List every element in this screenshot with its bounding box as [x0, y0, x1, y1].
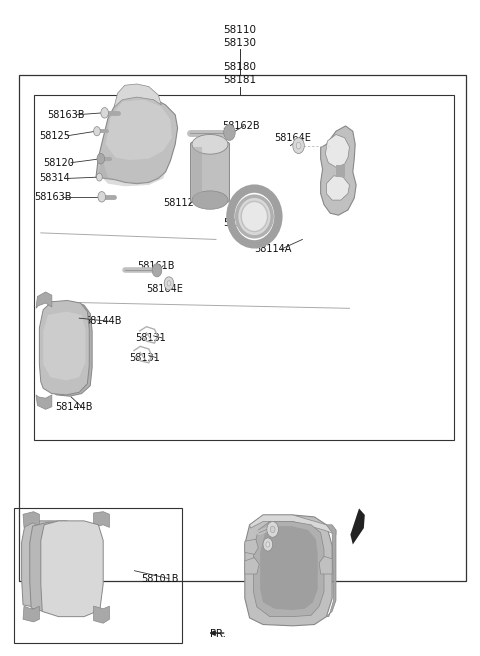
Polygon shape	[36, 292, 52, 308]
Polygon shape	[326, 525, 336, 617]
Text: 58144B: 58144B	[55, 401, 93, 412]
Text: 58314: 58314	[39, 173, 70, 184]
Polygon shape	[23, 512, 39, 527]
Polygon shape	[114, 84, 161, 106]
Polygon shape	[98, 159, 166, 186]
Text: 58144B: 58144B	[84, 316, 121, 327]
Text: 58110: 58110	[224, 24, 256, 35]
Polygon shape	[39, 300, 89, 395]
Circle shape	[97, 154, 105, 164]
Bar	[34, 95, 454, 440]
Polygon shape	[326, 176, 349, 200]
Polygon shape	[319, 556, 332, 574]
Text: 58120: 58120	[43, 157, 74, 168]
Circle shape	[98, 192, 106, 202]
Circle shape	[293, 138, 304, 154]
Circle shape	[152, 264, 162, 277]
Polygon shape	[250, 515, 336, 535]
FancyBboxPatch shape	[192, 147, 202, 197]
Text: 58131: 58131	[130, 352, 160, 363]
Text: 58101B: 58101B	[142, 573, 179, 584]
Polygon shape	[22, 521, 86, 608]
Text: 58130: 58130	[224, 37, 256, 48]
Text: 58125: 58125	[39, 131, 71, 141]
Polygon shape	[106, 100, 172, 160]
Polygon shape	[94, 606, 109, 623]
Polygon shape	[245, 539, 258, 554]
Circle shape	[266, 542, 270, 547]
Ellipse shape	[192, 191, 228, 209]
Bar	[19, 75, 466, 581]
Text: 58114A: 58114A	[254, 244, 292, 255]
Polygon shape	[260, 526, 318, 610]
Text: 58164E: 58164E	[146, 283, 183, 294]
Circle shape	[270, 526, 275, 533]
Polygon shape	[30, 522, 95, 613]
Ellipse shape	[237, 196, 272, 237]
Text: 58164E: 58164E	[275, 133, 312, 143]
Text: 58161B: 58161B	[137, 260, 174, 271]
Circle shape	[94, 127, 100, 136]
Bar	[336, 165, 345, 177]
Bar	[14, 508, 182, 643]
Text: FR.: FR.	[210, 628, 226, 639]
Polygon shape	[23, 606, 39, 622]
Ellipse shape	[241, 201, 268, 232]
Text: 58112: 58112	[163, 198, 194, 209]
Text: 58131: 58131	[135, 333, 166, 343]
Text: 1351JD: 1351JD	[276, 521, 311, 531]
Polygon shape	[245, 558, 259, 574]
FancyBboxPatch shape	[191, 142, 229, 202]
Circle shape	[167, 281, 171, 286]
Polygon shape	[36, 395, 52, 409]
Text: 58162B: 58162B	[222, 121, 259, 131]
Text: 58180: 58180	[224, 62, 256, 72]
Polygon shape	[350, 508, 365, 544]
Polygon shape	[96, 95, 178, 184]
Circle shape	[296, 142, 301, 149]
Polygon shape	[253, 522, 324, 617]
Text: 58163B: 58163B	[35, 192, 72, 202]
Text: 58181: 58181	[223, 75, 257, 85]
Polygon shape	[94, 512, 109, 527]
Polygon shape	[325, 134, 349, 167]
Circle shape	[164, 277, 174, 290]
Circle shape	[263, 538, 273, 551]
Text: 58113: 58113	[223, 218, 254, 228]
Ellipse shape	[192, 134, 228, 154]
Polygon shape	[41, 521, 103, 617]
Polygon shape	[43, 312, 85, 380]
Polygon shape	[321, 126, 356, 215]
Polygon shape	[245, 515, 332, 626]
Text: 58163B: 58163B	[47, 110, 84, 120]
Circle shape	[96, 173, 102, 181]
Polygon shape	[46, 302, 92, 396]
Circle shape	[224, 125, 235, 140]
Circle shape	[267, 522, 278, 537]
Circle shape	[101, 108, 108, 118]
Text: 54562D: 54562D	[262, 541, 300, 551]
